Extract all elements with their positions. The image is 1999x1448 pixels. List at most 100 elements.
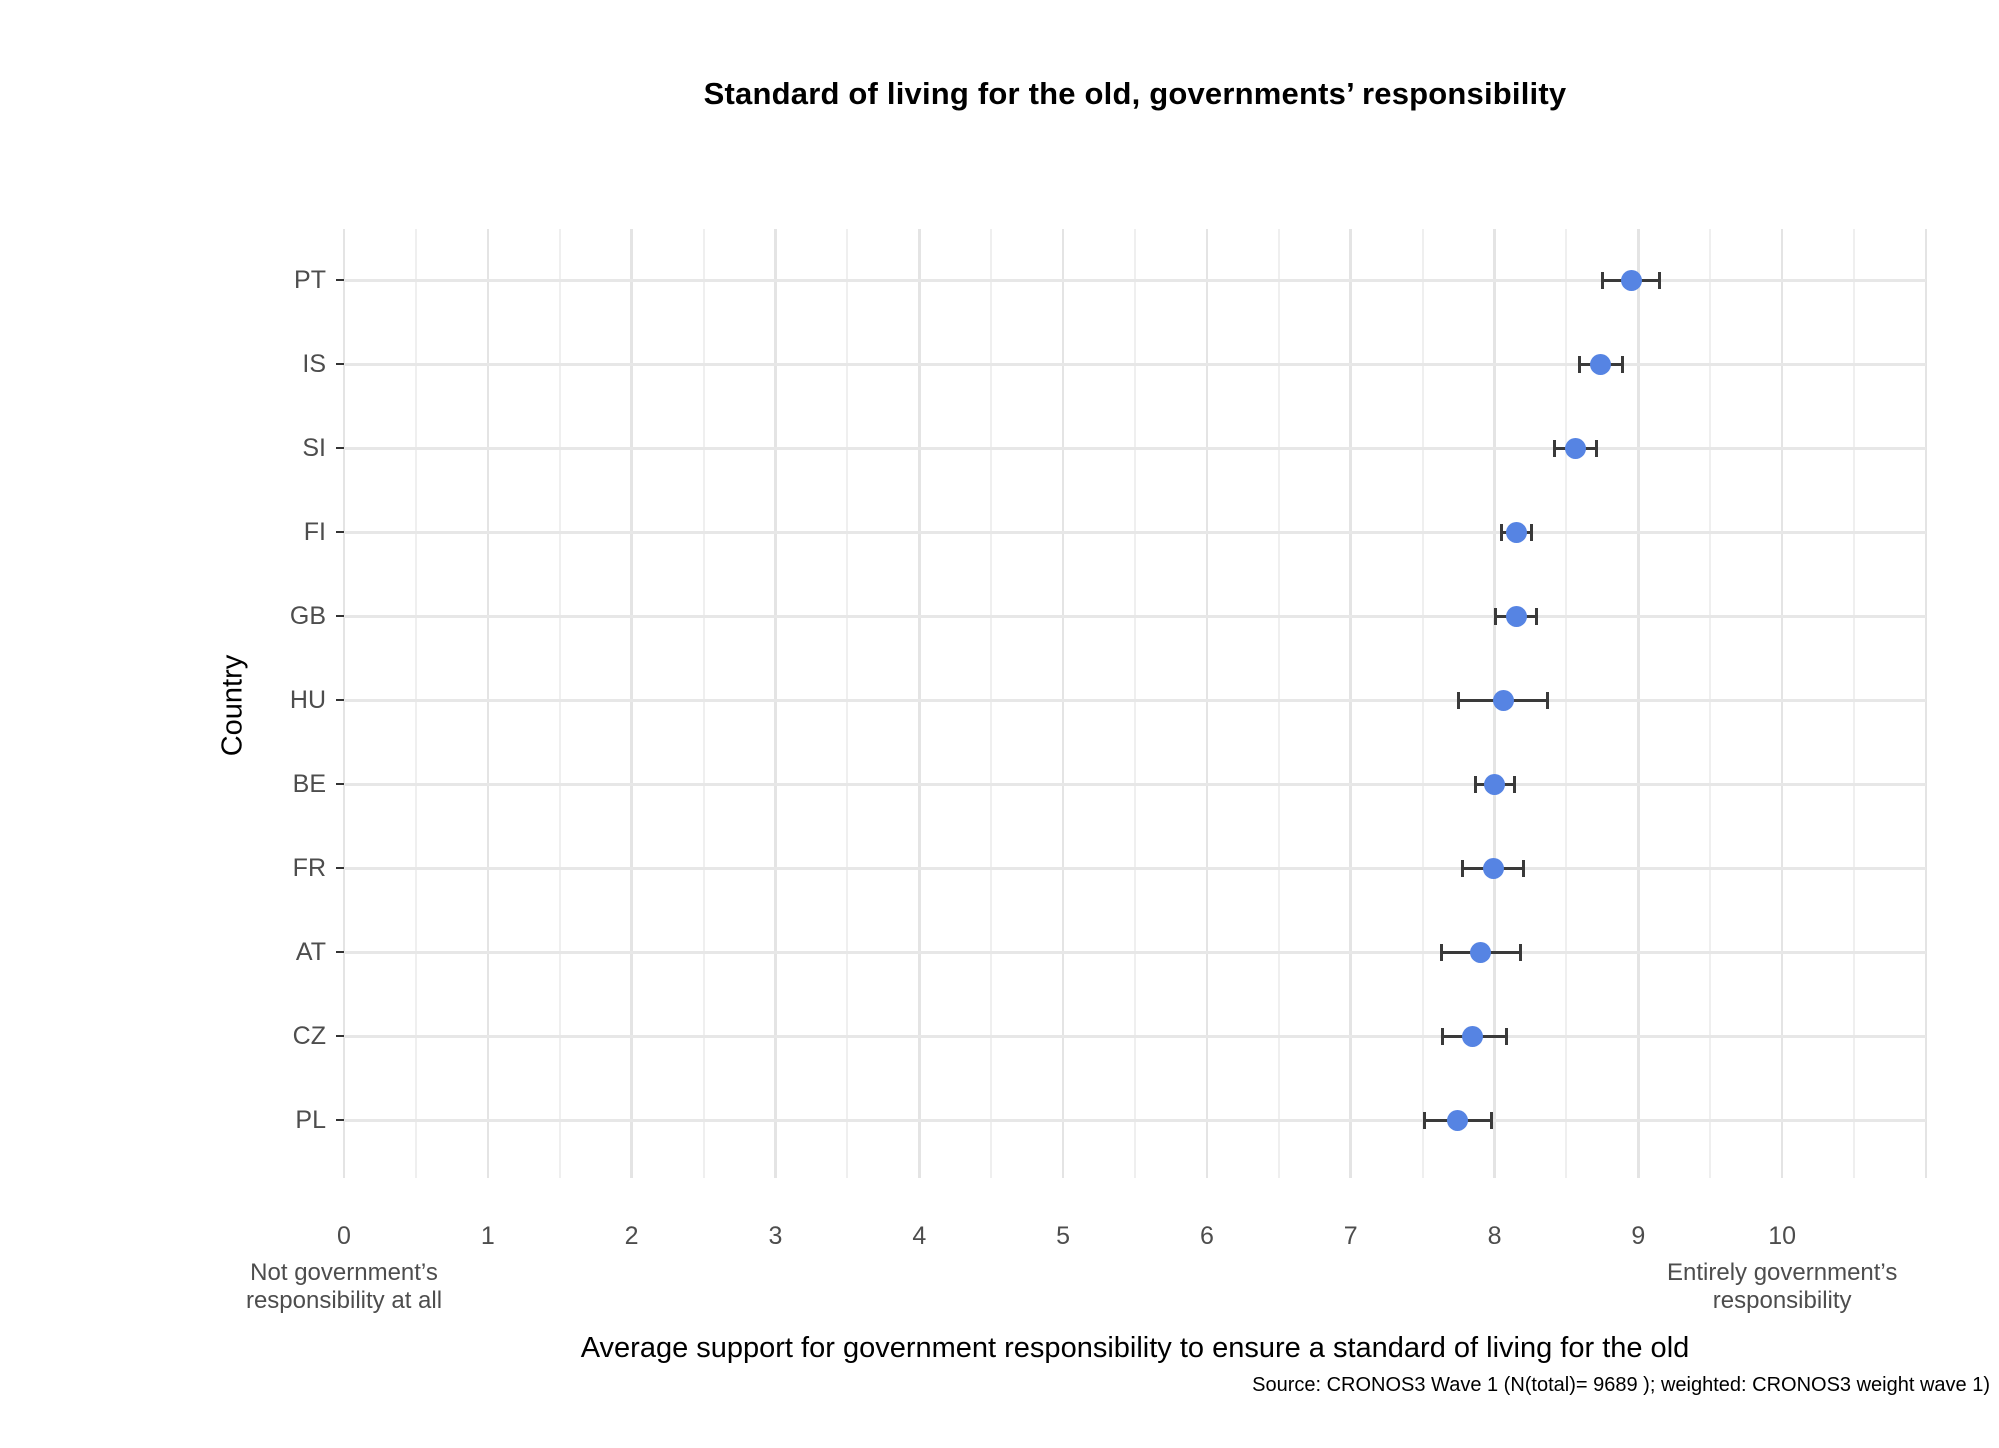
data-point-FR (1482, 857, 1504, 879)
y-axis-tick-FI (336, 531, 344, 533)
x-axis-max-anchor-label: Entirely government’s responsibility (1667, 1259, 1898, 1314)
x-gridline-major-5 (1061, 229, 1065, 1178)
y-tick-label-CZ: CZ (292, 1022, 326, 1050)
y-gridline-BE (344, 782, 1926, 786)
y-gridline-AT (344, 950, 1926, 954)
y-gridline-PL (344, 1118, 1926, 1122)
error-bar-cap-high-GB (1534, 607, 1538, 625)
data-point-FI (1505, 521, 1527, 543)
y-tick-label-PL: PL (295, 1106, 326, 1134)
error-bar-cap-high-PL (1490, 1111, 1494, 1129)
error-bar-cap-low-FR (1461, 859, 1465, 877)
x-gridline-major-7 (1349, 229, 1352, 1178)
y-gridline-FI (344, 530, 1926, 534)
x-tick-label-7: 7 (1343, 1222, 1358, 1250)
y-tick-label-PT: PT (294, 266, 326, 294)
error-bar-cap-low-GB (1494, 607, 1498, 625)
x-gridline-minor-10.5 (1853, 229, 1856, 1178)
y-axis-tick-AT (336, 951, 344, 953)
x-gridline-major-11 (1924, 229, 1928, 1178)
x-axis-min-anchor-label: Not government’s responsibility at all (245, 1259, 443, 1314)
error-bar-cap-low-PT (1600, 271, 1604, 289)
x-tick-label-10: 10 (1768, 1222, 1797, 1250)
y-gridline-HU (344, 698, 1926, 702)
y-tick-label-HU: HU (289, 686, 326, 714)
y-gridline-GB (344, 614, 1926, 618)
error-bar-cap-low-IS (1577, 355, 1581, 373)
y-axis-tick-FR (336, 867, 344, 869)
error-bar-cap-low-HU (1457, 691, 1461, 709)
x-tick-label-8: 8 (1487, 1222, 1502, 1250)
y-axis-tick-GB (336, 615, 344, 617)
data-point-CZ (1462, 1025, 1484, 1047)
x-gridline-minor-5.5 (1134, 229, 1136, 1178)
x-gridline-minor-2.5 (702, 229, 705, 1178)
error-bar-cap-high-SI (1595, 439, 1599, 457)
data-point-HU (1492, 689, 1514, 711)
x-gridline-major-6 (1205, 229, 1209, 1178)
error-bar-cap-high-PT (1658, 271, 1662, 289)
error-bar-cap-low-PL (1422, 1111, 1426, 1129)
y-axis-tick-IS (336, 363, 344, 365)
x-gridline-minor-3.5 (846, 229, 849, 1178)
data-point-BE (1484, 773, 1506, 795)
x-gridline-minor-9.5 (1709, 229, 1712, 1178)
y-tick-label-AT: AT (295, 938, 326, 966)
y-gridline-FR (344, 866, 1926, 870)
y-gridline-SI (344, 446, 1926, 450)
y-tick-label-FI: FI (303, 518, 326, 546)
x-gridline-major-10 (1780, 229, 1784, 1178)
error-bar-cap-low-CZ (1441, 1027, 1445, 1045)
y-axis-tick-HU (336, 699, 344, 701)
error-bar-cap-high-CZ (1504, 1027, 1508, 1045)
y-tick-label-BE: BE (292, 770, 326, 798)
y-axis-tick-SI (336, 447, 344, 449)
x-axis-title: Average support for government responsib… (580, 1332, 1690, 1364)
x-gridline-minor-4.5 (990, 229, 993, 1178)
x-gridline-major-2 (630, 229, 633, 1178)
y-tick-label-IS: IS (302, 350, 326, 378)
x-gridline-minor-6.5 (1277, 229, 1280, 1178)
error-bar-cap-low-FI (1500, 523, 1504, 541)
x-tick-label-3: 3 (768, 1222, 783, 1250)
y-gridline-CZ (344, 1034, 1926, 1038)
x-tick-label-6: 6 (1199, 1222, 1214, 1250)
y-axis-tick-CZ (336, 1035, 344, 1037)
y-tick-label-FR: FR (292, 854, 326, 882)
x-tick-label-1: 1 (480, 1222, 495, 1250)
data-point-SI (1564, 437, 1586, 459)
y-gridline-IS (344, 362, 1926, 366)
y-axis-tick-PT (336, 279, 344, 281)
data-point-GB (1505, 605, 1527, 627)
source-caption: Source: CRONOS3 Wave 1 (N(total)= 9689 )… (1252, 1374, 1990, 1396)
error-bar-cap-low-SI (1553, 439, 1557, 457)
plot-panel (336, 229, 1928, 1178)
x-tick-label-4: 4 (912, 1222, 927, 1250)
x-gridline-major-9 (1637, 229, 1640, 1178)
error-bar-cap-high-FR (1521, 859, 1525, 877)
y-tick-label-SI: SI (302, 434, 326, 462)
error-bar-cap-high-AT (1518, 943, 1522, 961)
data-point-IS (1590, 353, 1612, 375)
x-gridline-minor-0.5 (414, 229, 417, 1178)
x-tick-label-2: 2 (624, 1222, 639, 1250)
x-gridline-minor-8.5 (1565, 229, 1568, 1178)
error-bar-cap-high-FI (1530, 523, 1534, 541)
data-point-PT (1620, 269, 1642, 291)
error-bar-cap-low-AT (1439, 943, 1443, 961)
x-gridline-major-4 (918, 229, 921, 1178)
error-bar-cap-high-BE (1513, 775, 1517, 793)
x-gridline-minor-1.5 (558, 229, 561, 1178)
error-bar-cap-high-IS (1621, 355, 1625, 373)
y-axis-tick-PL (336, 1119, 344, 1121)
x-gridline-minor-7.5 (1421, 229, 1424, 1178)
data-point-AT (1469, 941, 1491, 963)
x-gridline-major-3 (774, 229, 777, 1178)
x-gridline-major-1 (486, 229, 490, 1178)
chart-title: Standard of living for the old, governme… (703, 76, 1567, 111)
x-tick-label-5: 5 (1056, 1222, 1071, 1250)
y-gridline-PT (344, 278, 1926, 282)
x-tick-label-9: 9 (1631, 1222, 1646, 1250)
data-point-PL (1446, 1109, 1468, 1131)
x-tick-label-0: 0 (337, 1222, 351, 1250)
